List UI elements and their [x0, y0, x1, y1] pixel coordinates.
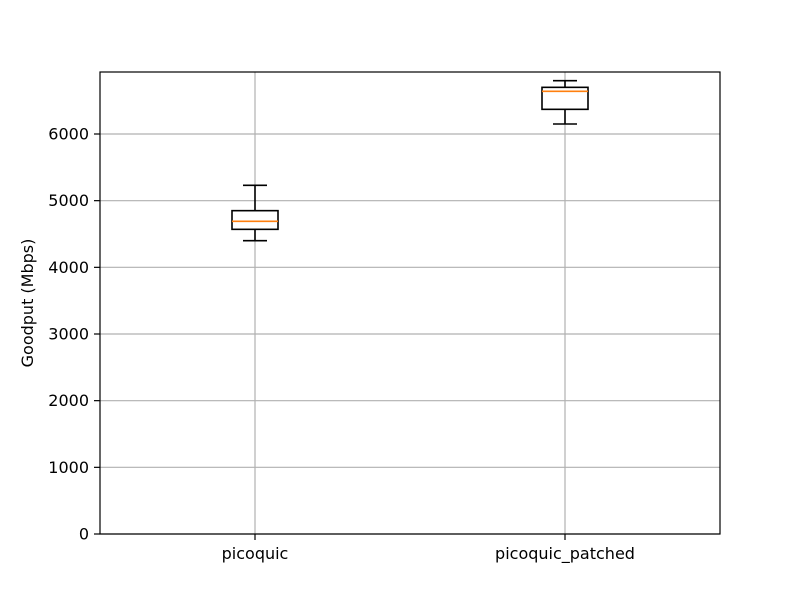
y-tick-label: 0: [79, 525, 89, 544]
y-tick-label: 5000: [48, 191, 89, 210]
y-tick-label: 6000: [48, 125, 89, 144]
tick-layer: 0 1000 2000 3000 4000 5000 6000 picoquic picoqui…: [48, 125, 635, 565]
y-tick-label: 2000: [48, 391, 89, 410]
y-axis-label: Goodput (Mbps): [18, 239, 37, 368]
grid-layer: [100, 72, 720, 535]
y-tick-label: 4000: [48, 258, 89, 277]
box-picoquic-patched: [541, 79, 589, 125]
x-tick-label-picoquic-patched: picoquic_patched: [495, 544, 635, 564]
iqr-box: [541, 86, 589, 111]
box-picoquic: [231, 184, 279, 242]
y-tick-label: 3000: [48, 325, 89, 344]
x-tick-label-picoquic: picoquic: [222, 544, 289, 563]
iqr-box: [231, 209, 279, 231]
plot-frame: [99, 71, 721, 535]
y-tick-label: 1000: [48, 458, 89, 477]
box-layer: [231, 79, 589, 242]
